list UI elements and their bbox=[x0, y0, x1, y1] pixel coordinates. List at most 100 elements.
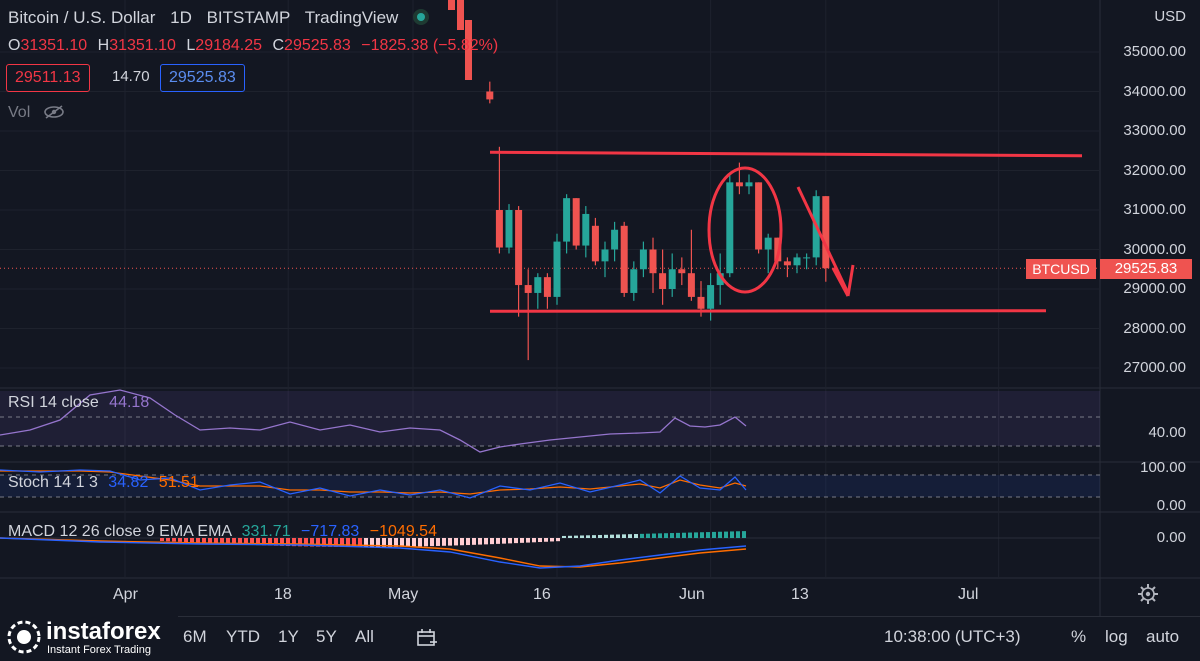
macd-histogram-bar bbox=[586, 535, 590, 538]
macd-axis-label: 0.00 bbox=[1156, 529, 1186, 546]
time-label: 18 bbox=[274, 586, 292, 603]
macd-histogram-bar bbox=[472, 538, 476, 545]
macd-histogram-bar bbox=[370, 538, 374, 547]
price-tag-value: 29525.83 bbox=[1100, 259, 1192, 279]
candle-body bbox=[524, 285, 532, 293]
macd-histogram-bar bbox=[196, 538, 200, 543]
macd-histogram-bar bbox=[628, 534, 632, 538]
candle-body bbox=[591, 225, 599, 262]
macd-histogram-bar bbox=[202, 538, 206, 543]
candle-body bbox=[793, 257, 801, 266]
rsi-legend[interactable]: RSI 14 close 44.18 bbox=[8, 394, 149, 412]
stoch-legend[interactable]: Stoch 14 1 3 34.82 51.51 bbox=[8, 474, 199, 492]
macd-histogram-bar bbox=[424, 538, 428, 547]
percent-scale-button[interactable]: % bbox=[1071, 627, 1087, 646]
close-label: C bbox=[272, 37, 285, 54]
macd-histogram-bar bbox=[190, 538, 194, 543]
range-6m-button[interactable]: 6M bbox=[183, 627, 207, 646]
settings-gear-icon[interactable] bbox=[1137, 583, 1159, 605]
buy-price-button[interactable]: 29525.83 bbox=[160, 64, 245, 92]
macd-histogram-bar bbox=[580, 535, 584, 538]
range-all-button[interactable]: All bbox=[355, 627, 374, 646]
interval[interactable]: 1D bbox=[170, 8, 192, 27]
logo-brand: instaforex bbox=[46, 618, 161, 645]
range-ytd-button[interactable]: YTD bbox=[226, 627, 260, 646]
macd-histogram-bar bbox=[718, 531, 722, 538]
macd-histogram-bar bbox=[406, 538, 410, 547]
macd-histogram-bar bbox=[592, 535, 596, 538]
macd-histogram-bar bbox=[598, 534, 602, 538]
macd-histogram-bar bbox=[490, 538, 494, 545]
stoch-k-line bbox=[0, 469, 747, 499]
candle-body bbox=[649, 249, 657, 274]
candle-body bbox=[448, 0, 455, 10]
macd-line bbox=[0, 537, 747, 569]
auto-scale-button[interactable]: auto bbox=[1146, 627, 1180, 646]
macd-histogram-bar bbox=[694, 532, 698, 538]
macd-histogram-bar bbox=[214, 538, 218, 544]
macd-histogram-bar bbox=[184, 538, 188, 543]
stoch-d-value: 51.51 bbox=[158, 474, 199, 491]
highlight-ellipse bbox=[707, 166, 783, 294]
macd-histogram-bar bbox=[496, 538, 500, 544]
macd-legend[interactable]: MACD 12 26 close 9 EMA EMA 331.71 −717.8… bbox=[8, 523, 437, 541]
clock-timezone[interactable]: 10:38:00 (UTC+3) bbox=[884, 627, 1021, 646]
source: TradingView bbox=[304, 8, 399, 27]
macd-line-value: −717.83 bbox=[301, 523, 360, 540]
macd-histogram-bar bbox=[622, 534, 626, 538]
macd-histogram-bar bbox=[298, 538, 302, 547]
candle-body bbox=[659, 273, 667, 289]
macd-histogram-bar bbox=[454, 538, 458, 546]
symbol-name[interactable]: Bitcoin / U.S. Dollar bbox=[8, 8, 156, 27]
log-scale-button[interactable]: log bbox=[1105, 627, 1128, 646]
macd-histogram-bar bbox=[706, 532, 710, 538]
macd-histogram-bar bbox=[358, 538, 362, 547]
macd-histogram-bar bbox=[256, 538, 260, 546]
macd-histogram-bar bbox=[322, 538, 326, 547]
price-axis-label: 27000.00 bbox=[1123, 359, 1186, 376]
macd-histogram-bar bbox=[484, 538, 488, 545]
macd-histogram-bar bbox=[304, 538, 308, 547]
candle-body bbox=[543, 277, 551, 297]
market-status-icon bbox=[413, 9, 430, 25]
price-axis-label: 33000.00 bbox=[1123, 122, 1186, 139]
time-label: 16 bbox=[533, 586, 551, 603]
candle-body bbox=[639, 249, 647, 270]
eye-hidden-icon[interactable] bbox=[43, 104, 65, 120]
currency-label[interactable]: USD bbox=[1154, 8, 1186, 25]
macd-histogram-bar bbox=[286, 538, 290, 547]
macd-histogram-bar bbox=[652, 533, 656, 538]
macd-histogram-bar bbox=[346, 538, 350, 547]
macd-histogram-bar bbox=[280, 538, 284, 546]
candle-body bbox=[465, 20, 472, 80]
instaforex-logo: instaforex Instant Forex Trading bbox=[0, 614, 178, 660]
open-value: 31351.10 bbox=[20, 37, 88, 54]
macd-histogram-bar bbox=[244, 538, 248, 545]
macd-histogram-bar bbox=[430, 538, 434, 547]
date-range-calendar-icon[interactable] bbox=[416, 628, 438, 648]
time-axis[interactable]: Apr 18 May 16 Jun 13 Jul bbox=[0, 580, 1100, 610]
price-axis-label: 31000.00 bbox=[1123, 201, 1186, 218]
price-axis-label: 35000.00 bbox=[1123, 43, 1186, 60]
support-line bbox=[489, 309, 1047, 313]
macd-histogram-bar bbox=[340, 538, 344, 547]
volume-label: Vol bbox=[8, 104, 31, 121]
candle-body bbox=[735, 182, 743, 187]
macd-histogram-bar bbox=[316, 538, 320, 547]
stoch-k-value: 34.82 bbox=[108, 474, 149, 491]
sell-price-button[interactable]: 29511.13 bbox=[6, 64, 90, 92]
macd-histogram-bar bbox=[508, 538, 512, 544]
candle-body bbox=[553, 241, 561, 297]
macd-histogram-bar bbox=[478, 538, 482, 545]
macd-histogram-bar bbox=[262, 538, 266, 546]
exchange: BITSTAMP bbox=[206, 8, 291, 27]
macd-histogram-bar bbox=[550, 538, 554, 542]
candle-body bbox=[515, 210, 523, 286]
macd-histogram-bar bbox=[160, 538, 164, 541]
range-5y-button[interactable]: 5Y bbox=[316, 627, 337, 646]
price-axis-label: 28000.00 bbox=[1123, 319, 1186, 337]
macd-histogram-bar bbox=[466, 538, 470, 546]
volume-indicator[interactable]: Vol bbox=[8, 104, 65, 122]
range-1y-button[interactable]: 1Y bbox=[278, 627, 299, 646]
